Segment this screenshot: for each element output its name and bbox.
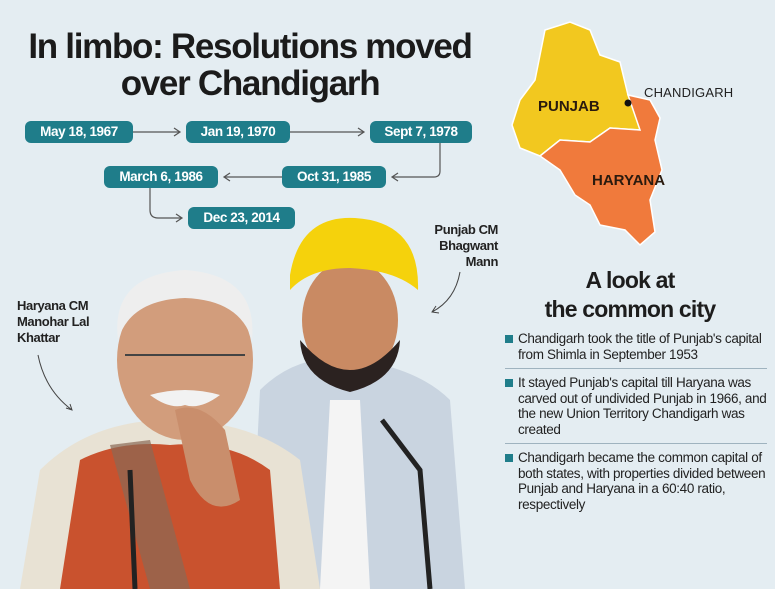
bullet: Chandigarh took the title of Punjab's ca… [505, 331, 767, 369]
caption-arrow [37, 354, 73, 411]
caption-line: Khattar [17, 330, 60, 345]
bullet: Chandigarh became the common capital of … [505, 450, 767, 518]
timeline-date: May 18, 1967 [25, 121, 133, 143]
timeline-date: Dec 23, 2014 [188, 207, 295, 229]
title: In limbo: Resolutions moved over Chandig… [0, 28, 500, 102]
bullet-list: Chandigarh took the title of Punjab's ca… [505, 331, 767, 524]
caption-line: Haryana CM [17, 298, 89, 313]
caption-line: Mann [465, 254, 499, 269]
timeline-arrows [133, 127, 441, 223]
timeline-date: Oct 31, 1985 [282, 166, 386, 188]
map-label: CHANDIGARH [644, 85, 734, 100]
sidebar-title-line: the common city [544, 296, 717, 322]
caption-line: Bhagwant [439, 238, 498, 253]
chandigarh-dot [624, 99, 632, 107]
photo-manohar-lal-khattar [20, 270, 320, 589]
caption-line: Manohar Lal [17, 314, 90, 329]
map-label: PUNJAB [538, 98, 600, 115]
map-label: HARYANA [592, 172, 666, 189]
map [511, 21, 663, 247]
timeline-date: Jan 19, 1970 [186, 121, 290, 143]
sidebar-title-line: A look at [585, 267, 675, 293]
timeline-date: March 6, 1986 [104, 166, 218, 188]
sidebar-title: A look at the common city [515, 266, 745, 324]
haryana-shape [538, 93, 663, 247]
timeline-date: Sept 7, 1978 [370, 121, 472, 143]
title-line: In limbo: Resolutions moved [28, 27, 473, 66]
caption-line: Punjab CM [434, 222, 498, 237]
bullet: It stayed Punjab's capital till Haryana … [505, 375, 767, 444]
photo-caption: Haryana CM Manohar Lal Khattar [17, 298, 127, 346]
caption-arrow [431, 271, 461, 314]
title-line: over Chandigarh [120, 64, 381, 103]
photo-caption: Punjab CM Bhagwant Mann [400, 222, 498, 270]
